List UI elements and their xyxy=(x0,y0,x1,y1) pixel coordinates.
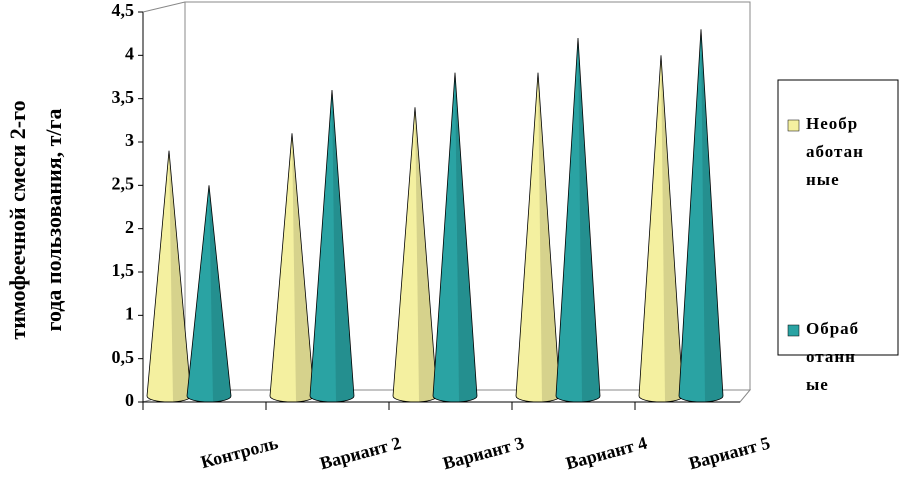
y-axis-label: тимофеечной смеси 2-го xyxy=(5,100,30,339)
x-tick-label: Вариант 3 xyxy=(441,433,526,474)
cone-shade xyxy=(169,150,192,402)
cone-shade xyxy=(455,72,478,403)
x-tick-label: Вариант 2 xyxy=(318,433,403,474)
wall-edge xyxy=(142,1,186,13)
cone xyxy=(678,29,724,403)
y-axis-label: года пользования, т/га xyxy=(41,108,66,331)
legend-swatch xyxy=(787,119,800,132)
cone xyxy=(146,150,192,403)
y-tick-label: 4 xyxy=(125,43,134,63)
x-tick-label: Вариант 5 xyxy=(687,433,772,474)
y-tick-label: 0 xyxy=(125,390,134,410)
cone-shade xyxy=(415,107,438,402)
y-tick-label: 0,5 xyxy=(112,347,135,367)
legend-label: Обработанные xyxy=(806,319,860,394)
cone-shade xyxy=(538,72,561,403)
y-tick-label: 3 xyxy=(125,130,134,150)
y-tick-label: 1 xyxy=(125,303,134,323)
cone-shade xyxy=(701,29,724,402)
x-tick-label: Вариант 4 xyxy=(564,433,649,474)
legend-entry: Необработанные xyxy=(806,114,864,189)
cone-shade xyxy=(578,38,601,402)
x-tick-label: Контроль xyxy=(199,432,281,472)
cone-shade xyxy=(661,55,684,402)
cone-shade xyxy=(209,185,232,402)
legend-entry: Обработанные xyxy=(806,319,860,394)
y-tick-label: 3,5 xyxy=(112,87,135,107)
y-tick-label: 2 xyxy=(125,217,134,237)
cone-shade xyxy=(332,90,355,402)
y-tick-label: 1,5 xyxy=(112,260,135,280)
y-tick-label: 4,5 xyxy=(112,0,135,20)
legend-label: Необработанные xyxy=(806,114,864,189)
legend-swatch xyxy=(787,324,800,337)
cone-shade xyxy=(292,133,315,403)
y-tick-label: 2,5 xyxy=(112,173,135,193)
cone xyxy=(309,89,355,403)
